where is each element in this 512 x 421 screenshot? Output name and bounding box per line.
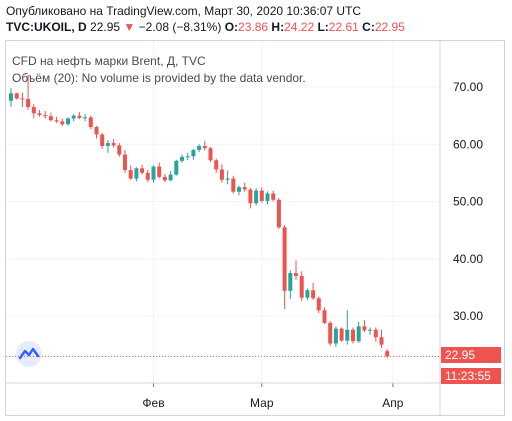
grid-layer [6, 41, 440, 383]
candle [265, 191, 270, 205]
candle [351, 327, 355, 344]
candle [26, 75, 31, 110]
candle [37, 109, 42, 117]
chart-legend-volume: Объём (20): No volume is provided by the… [12, 71, 306, 85]
open-label: O: [224, 20, 239, 34]
x-tick-label: Фев [142, 396, 164, 410]
y-tick-label: 60.00 [453, 137, 483, 151]
y-tick-label: 40.00 [453, 252, 483, 266]
candle [259, 187, 264, 203]
candle [100, 132, 105, 149]
candle [123, 149, 127, 173]
candle [254, 188, 259, 206]
last-price-tag: 22.95 [441, 347, 501, 363]
candle [379, 329, 384, 349]
candle [83, 113, 88, 122]
chart-frame[interactable] [5, 40, 505, 416]
x-tick-label: Мар [250, 396, 274, 410]
candle [128, 165, 133, 180]
candle [94, 125, 99, 139]
candle [66, 117, 70, 126]
candle [14, 92, 19, 100]
candle [299, 271, 304, 302]
y-tick-label: 50.00 [453, 195, 483, 209]
candle [151, 165, 156, 183]
axis-layer: 30.00 40.00 50.00 60.00 70.00 Фев Мар Апр [6, 41, 505, 415]
candle [71, 113, 76, 122]
candle [362, 320, 367, 333]
candle [9, 88, 13, 108]
candle [322, 307, 327, 325]
candle [157, 162, 162, 179]
candle [242, 182, 247, 192]
candle [305, 288, 310, 300]
candle [77, 112, 82, 120]
candle [202, 140, 207, 151]
candle [288, 270, 293, 299]
candle [294, 260, 298, 280]
high-value: 24.22 [284, 20, 315, 34]
tradingview-cloud-icon[interactable] [16, 341, 42, 367]
candle [145, 170, 150, 183]
candle [385, 349, 390, 359]
candle [134, 167, 139, 182]
candle-layer [9, 75, 390, 359]
low-value: 22.61 [328, 20, 359, 34]
change-down-icon: ▼ [123, 20, 136, 34]
published-caption: Опубликовано на TradingView.com, Март 30… [6, 4, 362, 18]
candle [373, 327, 378, 342]
candle [316, 296, 321, 314]
candle [219, 164, 224, 183]
price-change: −2.08 (−8.31%) [138, 20, 222, 34]
candle [282, 224, 287, 310]
candle [111, 139, 116, 148]
candle [54, 116, 59, 124]
candle [311, 282, 316, 300]
candle [168, 171, 173, 182]
candle [345, 310, 350, 345]
candle [105, 140, 110, 153]
candle [43, 111, 48, 119]
candle [333, 326, 338, 347]
candle [60, 118, 65, 126]
candle [31, 104, 36, 119]
candle [88, 115, 93, 130]
low-label: L: [317, 20, 329, 34]
candle [208, 147, 213, 162]
x-tick-label: Апр [382, 396, 404, 410]
candle [185, 152, 190, 161]
close-value: 22.95 [374, 20, 405, 34]
chart-legend-title: CFD на нефть марки Brent, Д, TVC [12, 54, 206, 68]
symbol-name[interactable]: TVC:UKOIL, D [6, 20, 87, 34]
candle [174, 159, 179, 176]
candle [20, 92, 25, 108]
y-tick-label: 70.00 [453, 80, 483, 94]
candle [356, 321, 361, 343]
candle [48, 112, 53, 122]
candle [271, 190, 276, 202]
close-label: C: [362, 20, 375, 34]
high-label: H: [271, 20, 285, 34]
bar-countdown-tag: 11:23:55 [441, 368, 501, 384]
y-tick-label: 30.00 [453, 309, 483, 323]
candle [191, 148, 196, 160]
symbol-quote-line: TVC:UKOIL, D 22.95 ▼ −2.08 (−8.31%) O:23… [6, 20, 405, 34]
candle [180, 154, 184, 163]
open-value: 23.86 [238, 20, 269, 34]
candle [231, 175, 236, 194]
candle [140, 164, 145, 175]
candle [328, 321, 333, 346]
candle [214, 158, 219, 173]
candle [162, 174, 167, 183]
candle [197, 144, 202, 153]
candle [339, 327, 344, 342]
candle [117, 143, 122, 157]
last-price: 22.95 [90, 20, 121, 34]
candle [276, 198, 281, 229]
candle [368, 327, 373, 335]
candle [225, 170, 230, 185]
candle [237, 185, 241, 196]
candle [248, 187, 253, 209]
